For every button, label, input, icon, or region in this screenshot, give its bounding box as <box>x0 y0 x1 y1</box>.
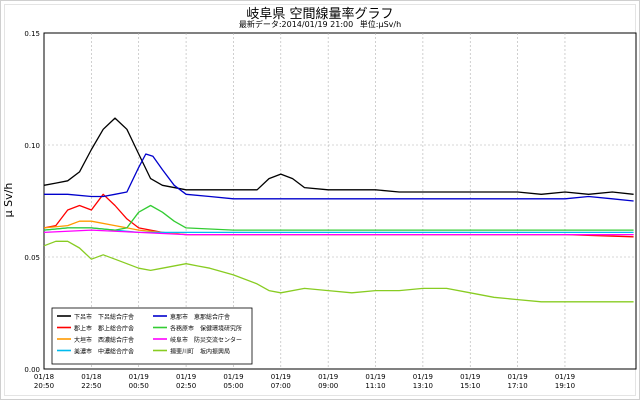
x-tick-label-date: 01/19 <box>508 373 528 381</box>
x-tick-label-time: 05:00 <box>223 382 243 390</box>
legend-label: 恵那市 恵那総合庁舎 <box>170 313 230 321</box>
x-tick-label-date: 01/19 <box>318 373 338 381</box>
series-line-6 <box>43 204 634 231</box>
legend-label: 郡上市 郡上総合庁舎 <box>74 325 134 333</box>
x-tick-label-date: 01/19 <box>555 373 575 381</box>
series-line-1 <box>43 117 634 195</box>
x-tick-label-date: 01/19 <box>413 373 433 381</box>
x-tick-label-date: 01/18 <box>34 373 54 381</box>
x-tick-label-time: 13:10 <box>413 382 433 390</box>
x-tick-label-time: 07:00 <box>271 382 291 390</box>
latest-data-label: 最新データ:2014/01/19 21:00 <box>238 20 354 29</box>
x-tick-label-time: 20:50 <box>34 382 54 390</box>
legend-label: 大垣市 西濃総合庁舎 <box>74 336 134 344</box>
legend-label: 美濃市 中濃総合庁舎 <box>74 348 134 356</box>
legend-label: 揖斐川町 坂内振興局 <box>170 348 230 356</box>
x-tick-label-time: 19:10 <box>555 382 575 390</box>
y-tick-label: 0.10 <box>24 142 40 150</box>
x-tick-label-time: 17:10 <box>508 382 528 390</box>
legend-label: 下呂市 下呂総合庁舎 <box>74 313 134 321</box>
series-line-5 <box>44 153 634 202</box>
x-tick-label-time: 22:50 <box>81 382 101 390</box>
x-tick-label-date: 01/19 <box>129 373 149 381</box>
y-tick-label: 0.15 <box>24 30 40 38</box>
x-tick-label-date: 01/19 <box>460 373 480 381</box>
x-tick-label-time: 00:50 <box>129 382 149 390</box>
x-tick-label-time: 11:10 <box>365 382 385 390</box>
unit-label: 単位:μSv/h <box>359 20 402 29</box>
series-line-7 <box>43 229 634 236</box>
x-tick-label-date: 01/19 <box>365 373 385 381</box>
x-tick-label-date: 01/19 <box>271 373 291 381</box>
x-tick-label-time: 02:50 <box>176 382 196 390</box>
x-tick-label-date: 01/19 <box>176 373 196 381</box>
x-tick-label-date: 01/19 <box>223 373 243 381</box>
legend-box <box>51 307 253 365</box>
y-tick-label: 0.00 <box>24 366 40 374</box>
x-tick-label-date: 01/18 <box>81 373 101 381</box>
series-line-8 <box>43 240 634 303</box>
chart-subtitle: 最新データ:2014/01/19 21:00 単位:μSv/h <box>0 19 640 30</box>
legend-label: 各務原市 保健環境研究所 <box>170 325 242 333</box>
x-tick-label-time: 15:10 <box>460 382 480 390</box>
chart-title: 岐阜県 空間線量率グラフ <box>246 7 394 22</box>
y-tick-label: 0.05 <box>24 254 40 262</box>
legend-label: 岐阜市 防災交流センター <box>170 336 242 344</box>
x-tick-label-time: 09:00 <box>318 382 338 390</box>
